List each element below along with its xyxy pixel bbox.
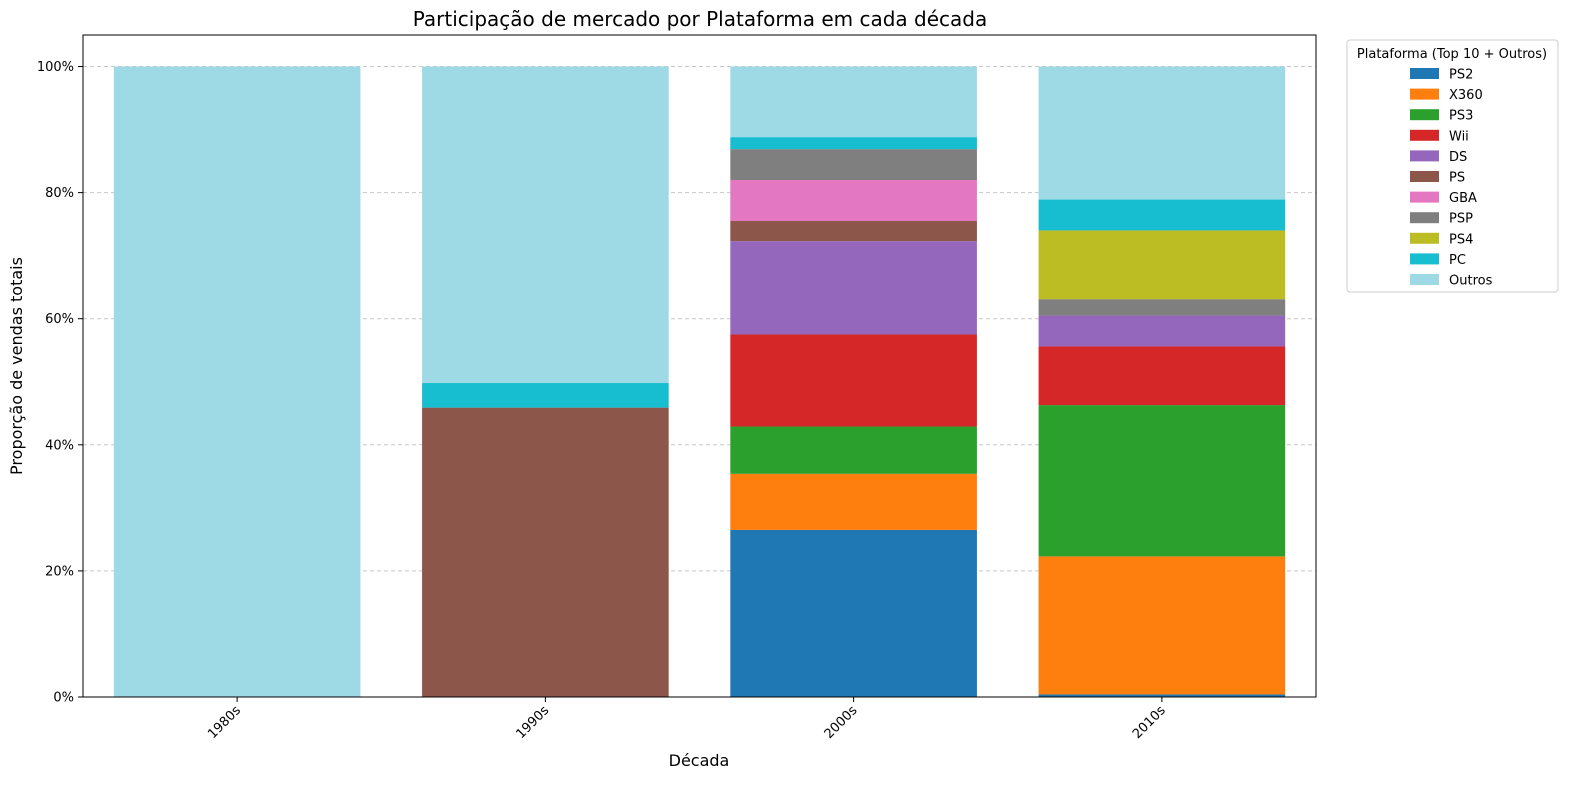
legend-swatch: [1410, 232, 1439, 244]
x-tick-label: 2000s: [822, 703, 861, 742]
bar-segment: [730, 334, 977, 427]
legend-swatch: [1410, 150, 1439, 162]
chart-title: Participação de mercado por Plataforma e…: [413, 7, 988, 31]
bar-segment: [730, 137, 977, 150]
legend-swatch: [1410, 191, 1439, 203]
x-axis-label: Década: [669, 751, 730, 770]
x-tick-label: 1990s: [513, 703, 552, 742]
legend-title: Plataforma (Top 10 + Outros): [1357, 47, 1547, 62]
legend-swatch: [1410, 253, 1439, 265]
bar-segment: [1038, 405, 1286, 557]
legend-swatch: [1410, 171, 1439, 182]
legend-swatch: [1410, 68, 1439, 79]
bar-segment: [730, 529, 977, 697]
bar-segment: [422, 383, 669, 408]
legend: Plataforma (Top 10 + Outros) PS2 X360 PS3 W…: [1346, 39, 1559, 293]
bar-segment: [1038, 66, 1286, 200]
legend-swatch: [1410, 212, 1439, 224]
legend-label: Wii: [1449, 129, 1469, 144]
bars: [113, 66, 1286, 698]
y-tick-label: 0%: [53, 691, 74, 706]
bar-segment: [1038, 556, 1286, 695]
legend-swatch: [1410, 109, 1439, 121]
legend-swatch: [1410, 88, 1439, 100]
bar-segment: [113, 66, 361, 698]
legend-label: PSP: [1449, 212, 1473, 227]
legend-swatch: [1410, 129, 1439, 141]
legend-label: PC: [1449, 253, 1466, 268]
bar-segment: [730, 149, 977, 181]
legend-label: X360: [1449, 88, 1483, 103]
legend-items: PS2 X360 PS3 Wii DS PS GBA PSP PS4 PC Outros: [1410, 68, 1493, 289]
y-tick-label: 100%: [37, 60, 74, 75]
legend-swatch: [1410, 274, 1439, 285]
y-tick-label: 40%: [45, 438, 74, 453]
legend-label: GBA: [1449, 191, 1477, 206]
bar-segment: [1038, 315, 1286, 347]
legend-label: PS4: [1449, 232, 1473, 247]
legend-label: Outros: [1449, 274, 1493, 289]
bar-segment: [1038, 299, 1286, 316]
bar-segment: [1038, 694, 1286, 697]
bar-segment: [730, 426, 977, 474]
bar-segment: [730, 66, 977, 138]
bar-segment: [730, 220, 977, 242]
legend-label: PS2: [1449, 68, 1473, 83]
bar-segment: [730, 473, 977, 530]
x-axis: 1980s 1990s 2000s 2010s: [205, 697, 1169, 742]
legend-label: PS: [1449, 171, 1465, 186]
bar-segment: [1038, 346, 1286, 406]
bar-segment: [422, 407, 669, 697]
x-tick-label: 2010s: [1130, 703, 1169, 742]
bar-segment: [422, 66, 669, 384]
legend-label: PS3: [1449, 109, 1473, 124]
plot-frame: [82, 34, 1317, 698]
x-tick-label: 1980s: [205, 703, 244, 742]
y-axis: 0% 20% 40% 60% 80% 100%: [37, 60, 83, 706]
bar-segment: [730, 241, 977, 335]
y-tick-label: 20%: [45, 564, 74, 579]
legend-box: [1346, 39, 1559, 293]
y-tick-label: 60%: [45, 312, 74, 327]
bar-segment: [1038, 230, 1286, 300]
bar-segment: [730, 180, 977, 221]
y-axis-label: Proporção de vendas totais: [7, 257, 26, 475]
y-tick-label: 80%: [45, 186, 74, 201]
legend-label: DS: [1449, 150, 1467, 165]
bar-segment: [1038, 199, 1286, 231]
